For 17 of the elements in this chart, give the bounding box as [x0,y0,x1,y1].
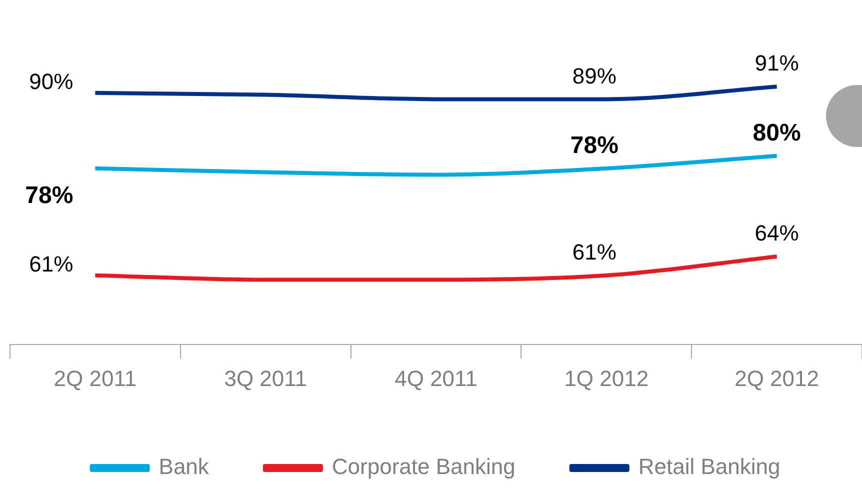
data-label: 61% [572,239,616,264]
data-label: 80% [752,119,801,146]
data-label: 78% [25,182,74,210]
data-label: 89% [572,63,616,88]
legend-label: Bank [158,454,210,480]
data-label: 91% [754,50,799,76]
data-label: 64% [754,220,799,246]
data-label: 90% [29,68,74,94]
data-label: 78% [570,132,618,160]
legend-label: Retail Banking [638,454,780,480]
legend-label: Corporate Banking [332,454,516,480]
x-tick-label: 2Q 2011 [54,366,137,391]
data-label: 61% [29,251,74,276]
x-tick-label: 1Q 2012 [564,366,649,391]
x-tick-label: 3Q 2011 [224,366,307,391]
x-tick-label: 2Q 2012 [734,366,820,391]
x-tick-label: 4Q 2011 [394,366,478,391]
